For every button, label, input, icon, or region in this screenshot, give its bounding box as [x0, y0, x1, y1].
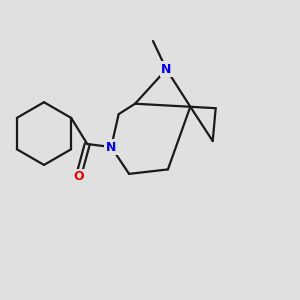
Text: N: N [161, 63, 172, 76]
Text: O: O [73, 170, 84, 183]
Text: N: N [106, 140, 116, 154]
